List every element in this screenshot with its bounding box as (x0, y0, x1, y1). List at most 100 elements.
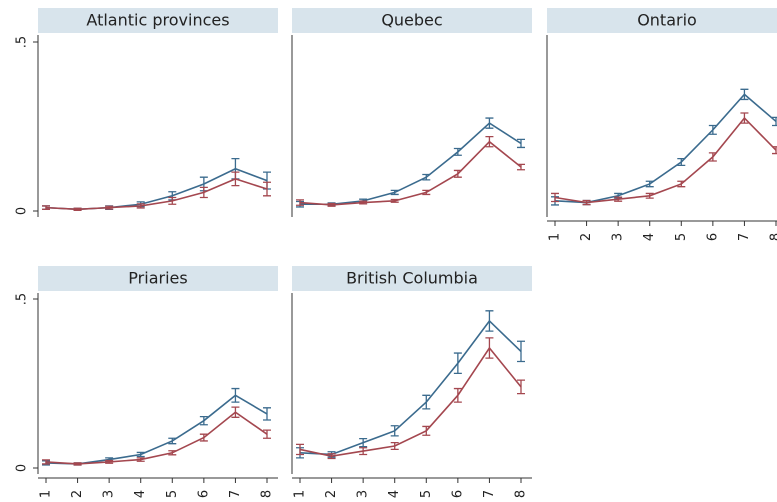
error-bar (296, 443, 304, 456)
x-tick-label: 5 (165, 490, 180, 498)
error-bar (136, 457, 145, 462)
error-bar (485, 310, 494, 332)
error-bar (422, 189, 431, 196)
panel-header (292, 266, 532, 291)
series-line (300, 122, 522, 206)
error-bar (708, 152, 717, 162)
error-bar (677, 180, 686, 188)
error-bar (772, 116, 777, 127)
error-bar (453, 147, 462, 156)
series-line (299, 346, 522, 457)
error-bar (168, 450, 177, 456)
panel-header (38, 266, 278, 291)
series-line (45, 394, 268, 465)
error-bar (422, 425, 431, 436)
error-bar (231, 406, 240, 418)
error-bar (263, 181, 271, 197)
x-tick-label: 1 (39, 490, 54, 498)
series-line (299, 140, 522, 206)
error-bar (422, 173, 431, 181)
error-bar (485, 135, 494, 148)
error-bar (453, 352, 462, 375)
error-bar (105, 205, 114, 210)
error-bar (708, 124, 717, 135)
panel-title: Ontario (637, 11, 697, 30)
series-line (299, 319, 522, 456)
x-tick-label: 1 (293, 490, 308, 498)
series-line (45, 411, 268, 465)
error-bar (582, 199, 591, 206)
error-bar (772, 146, 777, 155)
error-bar (390, 198, 399, 203)
error-bar (105, 459, 114, 464)
error-bar (517, 163, 525, 171)
y-tick-label: .5 (15, 36, 30, 48)
error-bar (645, 180, 654, 188)
series-line (45, 178, 268, 211)
error-bar (517, 138, 525, 149)
error-bar (168, 437, 177, 445)
x-tick-label: 7 (482, 490, 497, 498)
error-bar (296, 199, 304, 206)
error-bar (485, 117, 494, 129)
error-bar (740, 88, 749, 101)
panel-header (292, 8, 532, 33)
error-bar (231, 171, 240, 187)
x-tick-label: 8 (769, 233, 777, 241)
error-bar (677, 157, 686, 167)
error-bar (231, 387, 240, 403)
panel-title: British Columbia (346, 269, 478, 288)
x-tick-label: 2 (70, 490, 85, 498)
error-bar (390, 425, 399, 437)
error-bar (199, 433, 208, 442)
x-tick-label: 4 (133, 490, 148, 498)
error-bar (453, 169, 462, 178)
error-bar (42, 205, 50, 210)
error-bar (263, 429, 271, 439)
x-tick-label: 8 (260, 490, 275, 498)
error-bar (73, 462, 82, 466)
x-tick-label: 7 (737, 233, 752, 241)
error-bar (551, 192, 559, 203)
series-line (554, 93, 777, 204)
error-bar (740, 112, 749, 124)
x-tick-label: 3 (611, 233, 626, 241)
x-tick-label: 3 (356, 490, 371, 498)
y-tick-label: 0 (15, 207, 30, 215)
error-bar (199, 186, 208, 199)
error-bar (422, 394, 431, 410)
error-bar (359, 200, 368, 205)
y-tick-label: 0 (15, 464, 30, 472)
x-tick-label: 5 (419, 490, 434, 498)
x-tick-label: 6 (705, 233, 720, 241)
x-tick-label: 3 (102, 490, 117, 498)
error-bar (517, 379, 525, 395)
x-tick-label: 4 (387, 490, 402, 498)
x-tick-label: 5 (674, 233, 689, 241)
x-tick-label: 1 (548, 233, 563, 241)
error-bar (517, 340, 525, 363)
series-line (554, 116, 777, 204)
panel-title: Quebec (381, 11, 442, 30)
panel-title: Atlantic provinces (86, 11, 229, 30)
error-bar (645, 192, 654, 199)
error-bar (168, 196, 177, 205)
error-bar (359, 437, 368, 448)
error-bar (263, 407, 271, 421)
x-tick-label: 6 (450, 490, 465, 498)
error-bar (390, 189, 399, 196)
error-bar (485, 337, 494, 359)
error-bar (453, 387, 462, 403)
y-tick-label: .5 (15, 293, 30, 305)
error-bar (136, 203, 145, 209)
x-tick-label: 8 (514, 490, 529, 498)
panel-title: Priaries (128, 269, 187, 288)
x-tick-label: 2 (579, 233, 594, 241)
error-bar (614, 196, 623, 202)
panel-header (38, 8, 278, 33)
error-bar (327, 453, 336, 460)
x-tick-label: 6 (196, 490, 211, 498)
panel-header (547, 8, 777, 33)
